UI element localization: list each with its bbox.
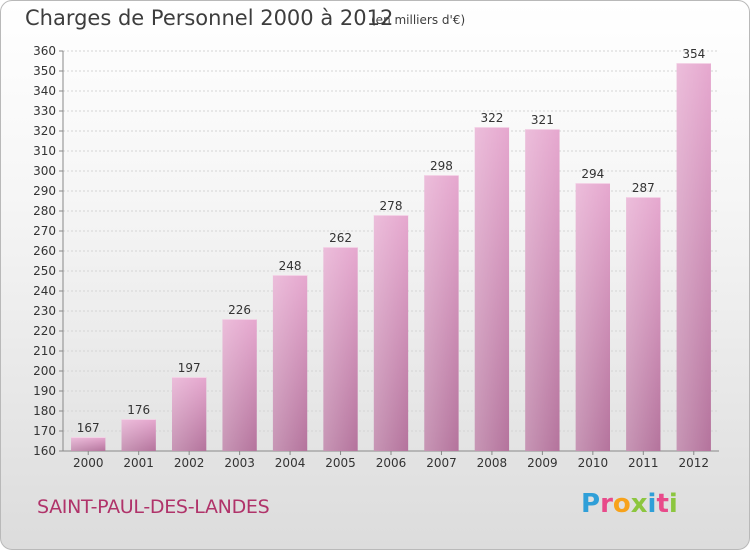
logo-letter: i: [668, 489, 678, 519]
y-tick-label: 240: [33, 284, 56, 298]
x-tick-label: 2011: [628, 456, 659, 470]
y-tick-label: 310: [33, 144, 56, 158]
x-tick-label: 2002: [174, 456, 205, 470]
x-tick-label: 2003: [224, 456, 255, 470]
y-tick-label: 170: [33, 424, 56, 438]
x-tick-label: 2004: [275, 456, 306, 470]
x-tick-label: 2001: [123, 456, 154, 470]
bar-highlight: [474, 127, 510, 451]
bar-highlight: [525, 129, 560, 451]
data-label: 294: [581, 167, 604, 181]
data-label: 197: [178, 361, 201, 375]
x-tick-label: 2007: [426, 456, 457, 470]
x-tick-label: 2012: [678, 456, 709, 470]
y-tick-label: 330: [33, 104, 56, 118]
y-tick-label: 360: [33, 44, 56, 58]
data-label: 176: [127, 403, 150, 417]
data-label: 321: [531, 113, 554, 127]
logo-letter: P: [581, 489, 601, 519]
bar-highlight: [71, 437, 106, 451]
chart-title: Charges de Personnel 2000 à 2012: [25, 6, 394, 30]
axis-layer: 160 170 180 190 200 210 220 230 240 250 260 270 280 2…: [33, 44, 719, 470]
bar-highlight: [373, 215, 409, 451]
data-label: 287: [632, 181, 655, 195]
y-tick-label: 250: [33, 264, 56, 278]
data-label: 354: [682, 47, 705, 61]
bar-highlight: [121, 419, 156, 451]
logo-letter: i: [647, 489, 657, 519]
y-tick-label: 290: [33, 184, 56, 198]
data-label: 226: [228, 303, 251, 317]
logo-letter: r: [600, 489, 613, 519]
y-tick-label: 300: [33, 164, 56, 178]
bar-highlight: [626, 197, 661, 451]
bar-highlight: [424, 175, 459, 451]
y-tick-label: 230: [33, 304, 56, 318]
bar-highlight: [575, 183, 611, 451]
logo-letter: x: [630, 489, 648, 519]
y-tick-label: 160: [33, 444, 56, 458]
y-tick-label: 200: [33, 364, 56, 378]
y-tick-label: 220: [33, 324, 56, 338]
bar-highlight: [222, 319, 257, 451]
bar-highlight: [171, 377, 207, 451]
x-tick-label: 2008: [477, 456, 508, 470]
chart-subtitle: (en milliers d'€): [371, 13, 466, 27]
x-tick-label: 2009: [527, 456, 558, 470]
y-tick-label: 350: [33, 64, 56, 78]
bar-highlight: [272, 275, 308, 451]
data-label: 248: [279, 259, 302, 273]
x-tick-label: 2000: [73, 456, 104, 470]
logo-letter: o: [612, 489, 631, 519]
label-layer: 167 176 197 226 248 262 278 298 322 321 294 287 354: [77, 47, 705, 435]
logo-letter: t: [656, 489, 669, 519]
y-tick-label: 280: [33, 204, 56, 218]
y-tick-label: 180: [33, 404, 56, 418]
data-label: 322: [480, 111, 503, 125]
y-tick-label: 320: [33, 124, 56, 138]
x-tick-label: 2005: [325, 456, 356, 470]
bar-layer: [71, 63, 711, 451]
town-name: SAINT-PAUL-DES-LANDES: [37, 496, 270, 518]
proxiti-logo[interactable]: Proxiti: [581, 489, 678, 519]
bar-highlight: [676, 63, 711, 451]
y-tick-label: 190: [33, 384, 56, 398]
data-label: 262: [329, 231, 352, 245]
y-tick-label: 260: [33, 244, 56, 258]
data-label: 298: [430, 159, 453, 173]
y-tick-label: 210: [33, 344, 56, 358]
data-label: 278: [380, 199, 403, 213]
x-tick-label: 2006: [376, 456, 407, 470]
data-label: 167: [77, 421, 100, 435]
bar-highlight: [323, 247, 358, 451]
x-tick-label: 2010: [578, 456, 609, 470]
y-tick-label: 340: [33, 84, 56, 98]
y-tick-label: 270: [33, 224, 56, 238]
